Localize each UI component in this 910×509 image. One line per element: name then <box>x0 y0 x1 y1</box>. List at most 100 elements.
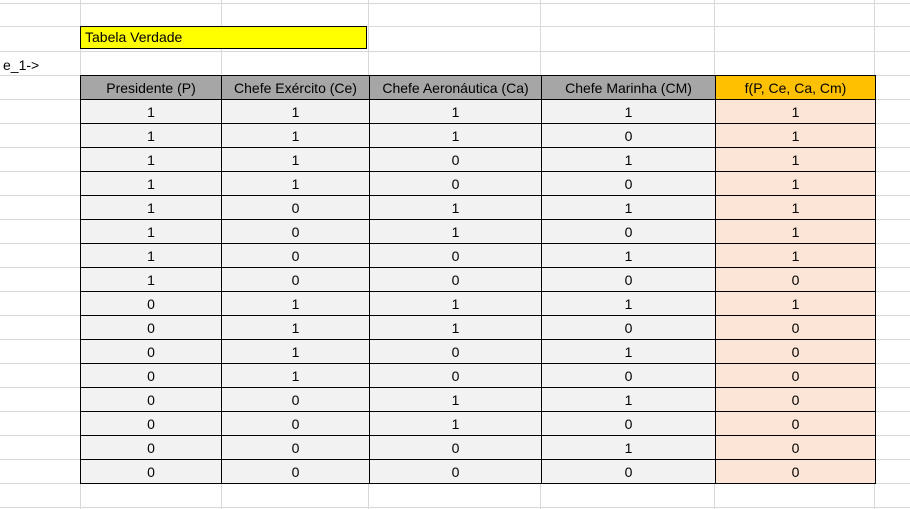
header-presidente[interactable]: Presidente (P) <box>80 75 222 100</box>
cell-ce[interactable]: 1 <box>221 291 370 316</box>
cell-cm[interactable]: 0 <box>541 267 716 292</box>
cell-cm[interactable]: 1 <box>541 243 716 268</box>
cell-cm[interactable]: 0 <box>541 219 716 244</box>
cell-ca[interactable]: 1 <box>369 99 542 124</box>
cell-output[interactable]: 0 <box>715 315 876 340</box>
gridline <box>0 507 910 508</box>
cell-ce[interactable]: 1 <box>221 339 370 364</box>
cell-ca[interactable]: 1 <box>369 291 542 316</box>
cell-p[interactable]: 0 <box>80 435 222 460</box>
cell-p[interactable]: 1 <box>80 123 222 148</box>
cell-ca[interactable]: 0 <box>369 243 542 268</box>
cell-p[interactable]: 0 <box>80 387 222 412</box>
cell-cm[interactable]: 1 <box>541 291 716 316</box>
cell-output[interactable]: 0 <box>715 435 876 460</box>
cell-ca[interactable]: 1 <box>369 387 542 412</box>
cell-ca[interactable]: 1 <box>369 411 542 436</box>
cell-output[interactable]: 1 <box>715 99 876 124</box>
cell-output[interactable]: 0 <box>715 339 876 364</box>
cell-cm[interactable]: 0 <box>541 411 716 436</box>
cell-cm[interactable]: 1 <box>541 195 716 220</box>
cell-ce[interactable]: 0 <box>221 387 370 412</box>
cell-ce[interactable]: 1 <box>221 123 370 148</box>
cell-ce[interactable]: 1 <box>221 171 370 196</box>
cell-ce[interactable]: 0 <box>221 459 370 484</box>
cell-p[interactable]: 1 <box>80 243 222 268</box>
cell-p[interactable]: 0 <box>80 291 222 316</box>
cell-p[interactable]: 1 <box>80 99 222 124</box>
cell-p[interactable]: 1 <box>80 171 222 196</box>
cell-cm[interactable]: 1 <box>541 339 716 364</box>
cell-ca[interactable]: 0 <box>369 339 542 364</box>
cell-ce[interactable]: 1 <box>221 363 370 388</box>
cell-p[interactable]: 1 <box>80 195 222 220</box>
cell-ca[interactable]: 0 <box>369 171 542 196</box>
row-label-cell[interactable]: e_1-> <box>3 57 40 73</box>
cell-ca[interactable]: 1 <box>369 315 542 340</box>
cell-output[interactable]: 0 <box>715 363 876 388</box>
cell-ce[interactable]: 0 <box>221 435 370 460</box>
cell-p[interactable]: 0 <box>80 411 222 436</box>
gridline <box>0 483 910 484</box>
cell-output[interactable]: 1 <box>715 243 876 268</box>
cell-ca[interactable]: 1 <box>369 123 542 148</box>
cell-output[interactable]: 0 <box>715 411 876 436</box>
cell-output[interactable]: 0 <box>715 387 876 412</box>
cell-cm[interactable]: 1 <box>541 99 716 124</box>
header-chefe-marinha[interactable]: Chefe Marinha (CM) <box>541 75 716 100</box>
cell-cm[interactable]: 1 <box>541 387 716 412</box>
cell-cm[interactable]: 0 <box>541 171 716 196</box>
cell-ce[interactable]: 0 <box>221 411 370 436</box>
cell-ca[interactable]: 1 <box>369 219 542 244</box>
cell-ce[interactable]: 1 <box>221 147 370 172</box>
header-chefe-exercito[interactable]: Chefe Exército (Ce) <box>221 75 370 100</box>
cell-p[interactable]: 0 <box>80 363 222 388</box>
cell-cm[interactable]: 0 <box>541 315 716 340</box>
cell-ca[interactable]: 0 <box>369 459 542 484</box>
cell-cm[interactable]: 0 <box>541 459 716 484</box>
cell-ca[interactable]: 0 <box>369 363 542 388</box>
cell-output[interactable]: 1 <box>715 291 876 316</box>
cell-ce[interactable]: 0 <box>221 219 370 244</box>
cell-p[interactable]: 1 <box>80 219 222 244</box>
cell-output[interactable]: 1 <box>715 171 876 196</box>
cell-ce[interactable]: 0 <box>221 243 370 268</box>
cell-ca[interactable]: 1 <box>369 195 542 220</box>
header-chefe-aeronautica[interactable]: Chefe Aeronáutica (Ca) <box>369 75 542 100</box>
cell-output[interactable]: 1 <box>715 147 876 172</box>
cell-ca[interactable]: 0 <box>369 435 542 460</box>
cell-ce[interactable]: 0 <box>221 267 370 292</box>
cell-ca[interactable]: 0 <box>369 267 542 292</box>
header-function-output[interactable]: f(P, Ce, Ca, Cm) <box>715 75 876 100</box>
cell-ce[interactable]: 1 <box>221 315 370 340</box>
cell-ca[interactable]: 0 <box>369 147 542 172</box>
cell-cm[interactable]: 0 <box>541 363 716 388</box>
cell-cm[interactable]: 0 <box>541 123 716 148</box>
cell-output[interactable]: 0 <box>715 267 876 292</box>
cell-p[interactable]: 0 <box>80 459 222 484</box>
cell-cm[interactable]: 1 <box>541 147 716 172</box>
cell-cm[interactable]: 1 <box>541 435 716 460</box>
cell-output[interactable]: 0 <box>715 459 876 484</box>
cell-ce[interactable]: 1 <box>221 99 370 124</box>
cell-p[interactable]: 0 <box>80 315 222 340</box>
cell-p[interactable]: 1 <box>80 147 222 172</box>
cell-output[interactable]: 1 <box>715 195 876 220</box>
title-cell[interactable]: Tabela Verdade <box>80 26 367 49</box>
cell-output[interactable]: 1 <box>715 219 876 244</box>
cell-output[interactable]: 1 <box>715 123 876 148</box>
cell-ce[interactable]: 0 <box>221 195 370 220</box>
cell-p[interactable]: 0 <box>80 339 222 364</box>
cell-p[interactable]: 1 <box>80 267 222 292</box>
